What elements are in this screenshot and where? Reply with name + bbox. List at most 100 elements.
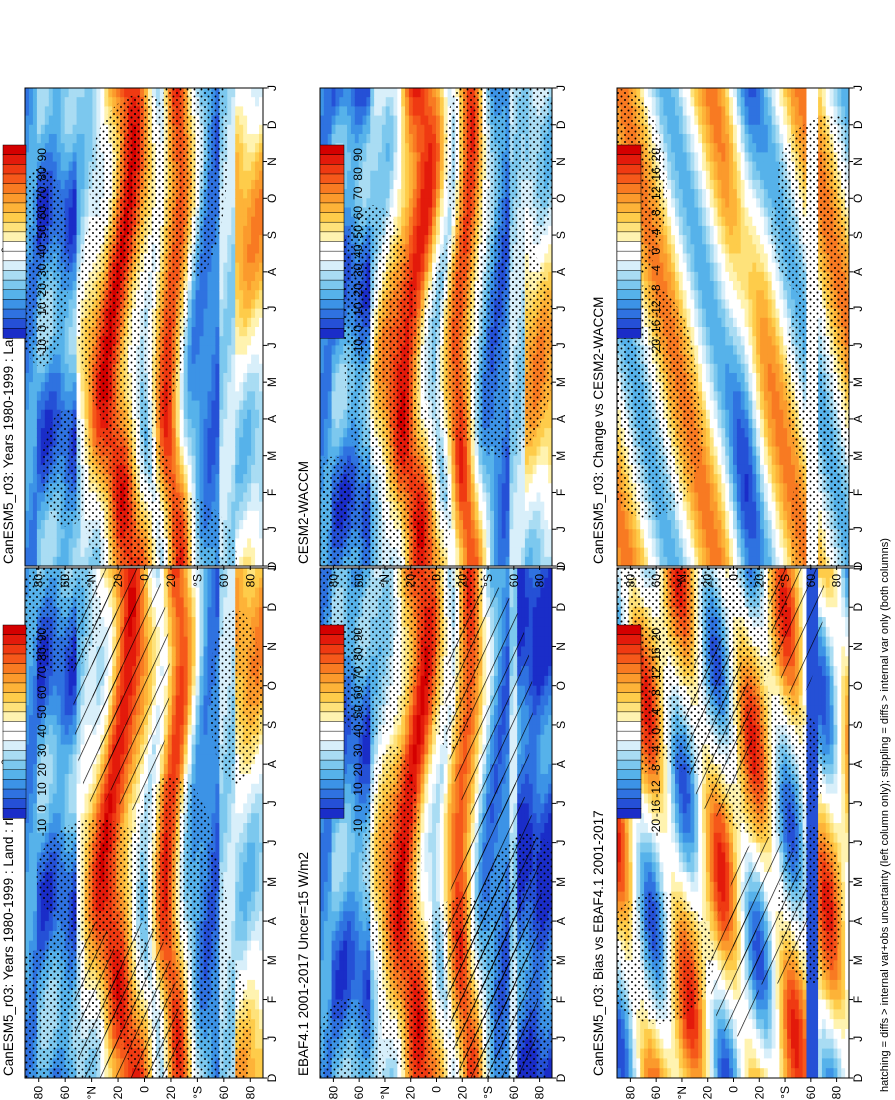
heatmap-cell <box>68 705 74 716</box>
heatmap-cell <box>255 1019 260 1030</box>
heatmap-cell <box>187 724 193 736</box>
heatmap-cell <box>80 783 86 795</box>
heatmap-cell <box>84 391 90 402</box>
heatmap-cell <box>207 715 213 726</box>
heatmap-cell <box>28 161 34 172</box>
heatmap-cell <box>259 734 263 746</box>
heatmap-cell <box>159 437 165 448</box>
heatmap-cell <box>25 372 30 383</box>
heatmap-cell <box>52 538 58 549</box>
heatmap-cell <box>155 568 161 579</box>
heatmap-cell <box>48 88 54 98</box>
heatmap-cell <box>60 345 66 356</box>
heatmap-cell <box>243 881 248 893</box>
heatmap-cell <box>247 989 252 1001</box>
heatmap-cell <box>84 207 90 218</box>
heatmap-cell <box>32 428 38 438</box>
heatmap-cell <box>52 724 58 736</box>
heatmap-cell <box>25 501 30 512</box>
heatmap-cell <box>191 636 197 648</box>
heatmap-cell <box>223 832 228 844</box>
heatmap-cell <box>64 97 70 107</box>
heatmap-cell <box>199 773 205 785</box>
heatmap-cell <box>44 773 50 785</box>
heatmap-cell <box>223 597 228 608</box>
heatmap-cell <box>259 617 263 628</box>
heatmap-cell <box>68 734 74 746</box>
heatmap-cell <box>68 556 74 566</box>
heatmap-cell <box>215 597 220 608</box>
heatmap-cell <box>88 400 94 411</box>
heatmap-cell <box>167 705 173 716</box>
heatmap-cell <box>40 115 46 126</box>
heatmap-cell <box>215 842 220 854</box>
heatmap-cell <box>255 989 260 1001</box>
heatmap-cell <box>56 685 62 697</box>
heatmap-cell <box>64 143 70 153</box>
heatmap-cell <box>191 577 197 589</box>
heatmap-cell <box>64 327 70 337</box>
heatmap-cell <box>48 124 54 135</box>
heatmap-cell <box>251 597 256 608</box>
heatmap-cell <box>68 764 74 775</box>
heatmap-cell <box>48 115 54 126</box>
heatmap-cell <box>64 724 70 736</box>
heatmap-cell <box>68 529 74 540</box>
heatmap-cell <box>48 685 54 697</box>
heatmap-cell <box>44 685 50 697</box>
heatmap-cell <box>32 832 38 844</box>
heatmap-cell <box>183 715 189 726</box>
heatmap-cell <box>235 793 240 804</box>
heatmap-cell <box>227 813 232 824</box>
heatmap-cell <box>60 382 66 392</box>
heatmap-cell <box>64 813 70 824</box>
heatmap-cell <box>36 940 42 952</box>
heatmap-cell <box>223 607 228 618</box>
heatmap-cell <box>88 803 94 814</box>
heatmap-cell <box>25 783 30 795</box>
heatmap-cell <box>259 950 263 961</box>
heatmap-cell <box>203 636 209 648</box>
heatmap-cell <box>183 607 189 618</box>
heatmap-cell <box>167 587 173 599</box>
heatmap-cell <box>243 587 248 599</box>
heatmap-cell <box>25 363 30 374</box>
heatmap-cell <box>80 813 86 824</box>
heatmap-cell <box>187 764 193 775</box>
heatmap-cell <box>32 783 38 795</box>
heatmap-cell <box>52 143 58 153</box>
heatmap-cell <box>171 715 177 726</box>
heatmap-cell <box>187 773 193 785</box>
stippling-region <box>209 610 263 784</box>
heatmap-cell <box>84 124 90 135</box>
heatmap-cell <box>239 891 244 903</box>
heatmap-cell <box>175 705 181 716</box>
heatmap-cell <box>64 547 70 558</box>
heatmap-cell <box>167 626 173 638</box>
heatmap-cell <box>48 921 54 932</box>
heatmap-cell <box>203 597 209 608</box>
heatmap-cell <box>64 754 70 765</box>
heatmap-cell <box>32 724 38 736</box>
heatmap-cell <box>183 646 189 657</box>
heatmap-cell <box>179 607 185 618</box>
heatmap-cell <box>167 568 173 579</box>
heatmap-cell <box>203 666 209 677</box>
heatmap-cell <box>175 734 181 746</box>
heatmap-cell <box>231 930 236 942</box>
heatmap-cell <box>227 568 232 579</box>
heatmap-cell <box>52 409 58 420</box>
heatmap-cell <box>36 538 42 549</box>
heatmap-cell <box>68 290 74 301</box>
heatmap-cell <box>68 170 74 181</box>
heatmap-cell <box>32 744 38 755</box>
heatmap-cell <box>171 587 177 599</box>
heatmap-cell <box>40 793 46 804</box>
heatmap-cell <box>251 568 256 579</box>
heatmap-cell <box>247 950 252 961</box>
heatmap-cell <box>108 813 113 824</box>
heatmap-cell <box>25 88 30 98</box>
heatmap-cell <box>203 744 209 755</box>
heatmap-cell <box>251 901 256 912</box>
